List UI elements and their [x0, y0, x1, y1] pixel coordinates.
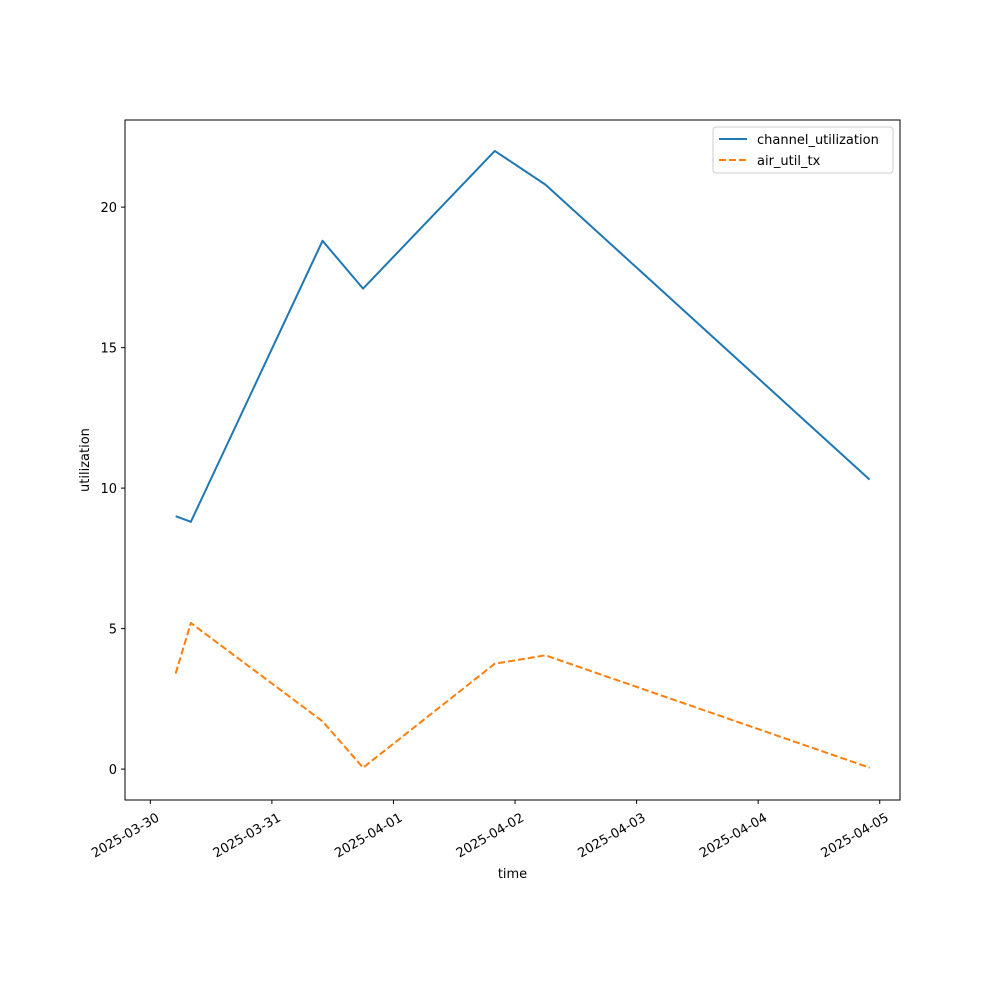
x-tick-label: 2025-03-31 [211, 811, 284, 862]
y-tick-label: 20 [100, 201, 117, 216]
x-tick-label: 2025-04-02 [454, 811, 527, 862]
y-tick-label: 15 [100, 342, 117, 357]
series-line-channel-utilization [175, 149, 871, 523]
y-axis: 0 5 10 15 20 [100, 201, 125, 778]
legend-box [712, 126, 894, 174]
x-tick-label: 2025-04-01 [332, 811, 405, 862]
x-axis-label: time [498, 867, 527, 882]
x-axis: 2025-03-30 2025-03-31 2025-04-01 2025-04-02… [89, 800, 892, 862]
legend: channel_utilization air_util_tx [712, 126, 894, 174]
plot-lines [174, 149, 871, 769]
x-tick-label: 2025-04-03 [576, 811, 649, 862]
y-axis-label: utilization [78, 428, 93, 492]
y-tick-label: 5 [109, 623, 117, 638]
y-tick-label: 10 [100, 482, 117, 497]
y-tick-label: 0 [109, 763, 117, 778]
x-tick-label: 2025-03-30 [89, 811, 162, 862]
series-line-air-util-tx [174, 621, 870, 769]
legend-label: air_util_tx [757, 154, 821, 169]
x-tick-label: 2025-04-05 [819, 811, 892, 862]
legend-label: channel_utilization [757, 133, 879, 148]
x-tick-label: 2025-04-04 [697, 811, 770, 862]
plot-frame [124, 119, 901, 801]
